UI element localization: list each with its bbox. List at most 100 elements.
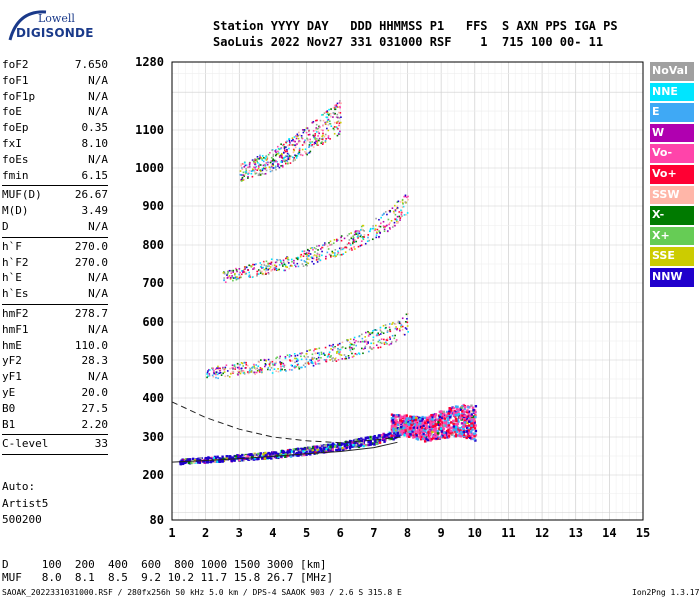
trace-point xyxy=(293,262,295,264)
trace-point xyxy=(260,369,263,371)
trace-point xyxy=(259,156,261,158)
trace-point xyxy=(394,224,396,227)
trace-point xyxy=(265,162,268,164)
trace-point xyxy=(388,223,390,226)
trace-point xyxy=(467,419,470,422)
trace-point xyxy=(263,264,266,266)
trace-point xyxy=(336,126,338,129)
trace-point xyxy=(288,155,291,157)
trace-point xyxy=(443,433,447,437)
trace-point xyxy=(402,333,405,336)
trace-point xyxy=(372,435,375,439)
trace-point xyxy=(266,161,269,164)
trace-point xyxy=(343,444,346,448)
trace-point xyxy=(208,369,211,371)
trace-point xyxy=(264,454,267,458)
trace-point xyxy=(349,441,352,445)
trace-point xyxy=(391,418,394,422)
trace-point xyxy=(284,357,287,360)
trace-point xyxy=(327,248,330,250)
trace-point xyxy=(442,412,446,415)
trace-point xyxy=(332,445,336,448)
trace-point xyxy=(355,233,357,235)
param-value: N/A xyxy=(88,322,108,336)
trace-point xyxy=(261,172,263,175)
trace-point xyxy=(339,100,341,102)
trace-point xyxy=(311,143,313,146)
trace-point xyxy=(396,431,399,435)
trace-point xyxy=(334,106,337,108)
trace-point xyxy=(264,165,267,167)
trace-point xyxy=(331,446,334,449)
trace-point xyxy=(298,149,301,152)
trace-point xyxy=(428,415,432,418)
trace-point xyxy=(231,275,233,277)
trace-point xyxy=(359,340,362,343)
trace-point xyxy=(296,452,299,455)
trace-point xyxy=(298,448,302,452)
trace-point xyxy=(411,419,414,423)
trace-point xyxy=(375,231,378,234)
trace-point xyxy=(257,269,260,271)
trace-point xyxy=(323,244,326,246)
trace-point xyxy=(211,458,214,461)
trace-point xyxy=(334,445,337,448)
trace-point xyxy=(352,236,355,239)
trace-point xyxy=(434,435,438,438)
trace-point xyxy=(449,411,452,415)
trace-point xyxy=(294,448,297,451)
trace-point xyxy=(293,149,296,152)
trace-point xyxy=(295,157,298,159)
trace-point xyxy=(367,439,370,443)
trace-point xyxy=(397,320,400,323)
trace-point xyxy=(348,248,351,251)
trace-point xyxy=(368,437,371,440)
trace-point xyxy=(226,277,229,279)
trace-point xyxy=(439,413,442,416)
trace-point xyxy=(313,349,315,352)
trace-point xyxy=(306,262,309,265)
trace-point xyxy=(389,210,392,212)
trace-point xyxy=(262,266,264,269)
trace-point xyxy=(434,422,437,426)
trace-point xyxy=(328,353,330,356)
trace-point xyxy=(181,459,184,463)
trace-point xyxy=(259,154,261,157)
trace-point xyxy=(276,258,278,261)
trace-point xyxy=(360,437,363,440)
trace-point xyxy=(314,352,317,355)
trace-point xyxy=(329,123,332,125)
trace-point xyxy=(400,211,403,214)
trace-point xyxy=(253,162,256,165)
trace-point xyxy=(386,329,389,332)
trace-point xyxy=(425,425,428,428)
trace-point xyxy=(236,362,239,365)
trace-point xyxy=(408,435,411,439)
trace-point xyxy=(258,454,262,457)
trace-point xyxy=(451,430,454,433)
trace-point xyxy=(297,359,299,362)
trace-point xyxy=(399,425,403,429)
trace-point xyxy=(445,414,448,417)
trace-point xyxy=(378,333,380,336)
trace-point xyxy=(423,434,426,438)
trace-point xyxy=(378,235,380,238)
trace-point xyxy=(249,368,252,370)
x-tick-label: 6 xyxy=(337,526,344,540)
trace-point xyxy=(280,143,282,146)
trace-point xyxy=(454,425,457,429)
trace-point xyxy=(395,207,398,210)
trace-point xyxy=(465,415,469,418)
trace-point xyxy=(437,414,441,417)
x-tick-label: 11 xyxy=(501,526,515,540)
trace-point xyxy=(265,169,268,172)
trace-point xyxy=(316,261,319,263)
trace-point xyxy=(308,130,310,133)
trace-point xyxy=(239,455,242,458)
trace-point xyxy=(242,459,245,462)
trace-point xyxy=(469,436,472,439)
trace-point xyxy=(287,155,290,158)
trace-point xyxy=(275,261,278,263)
trace-point xyxy=(271,363,274,365)
trace-point xyxy=(378,230,380,232)
